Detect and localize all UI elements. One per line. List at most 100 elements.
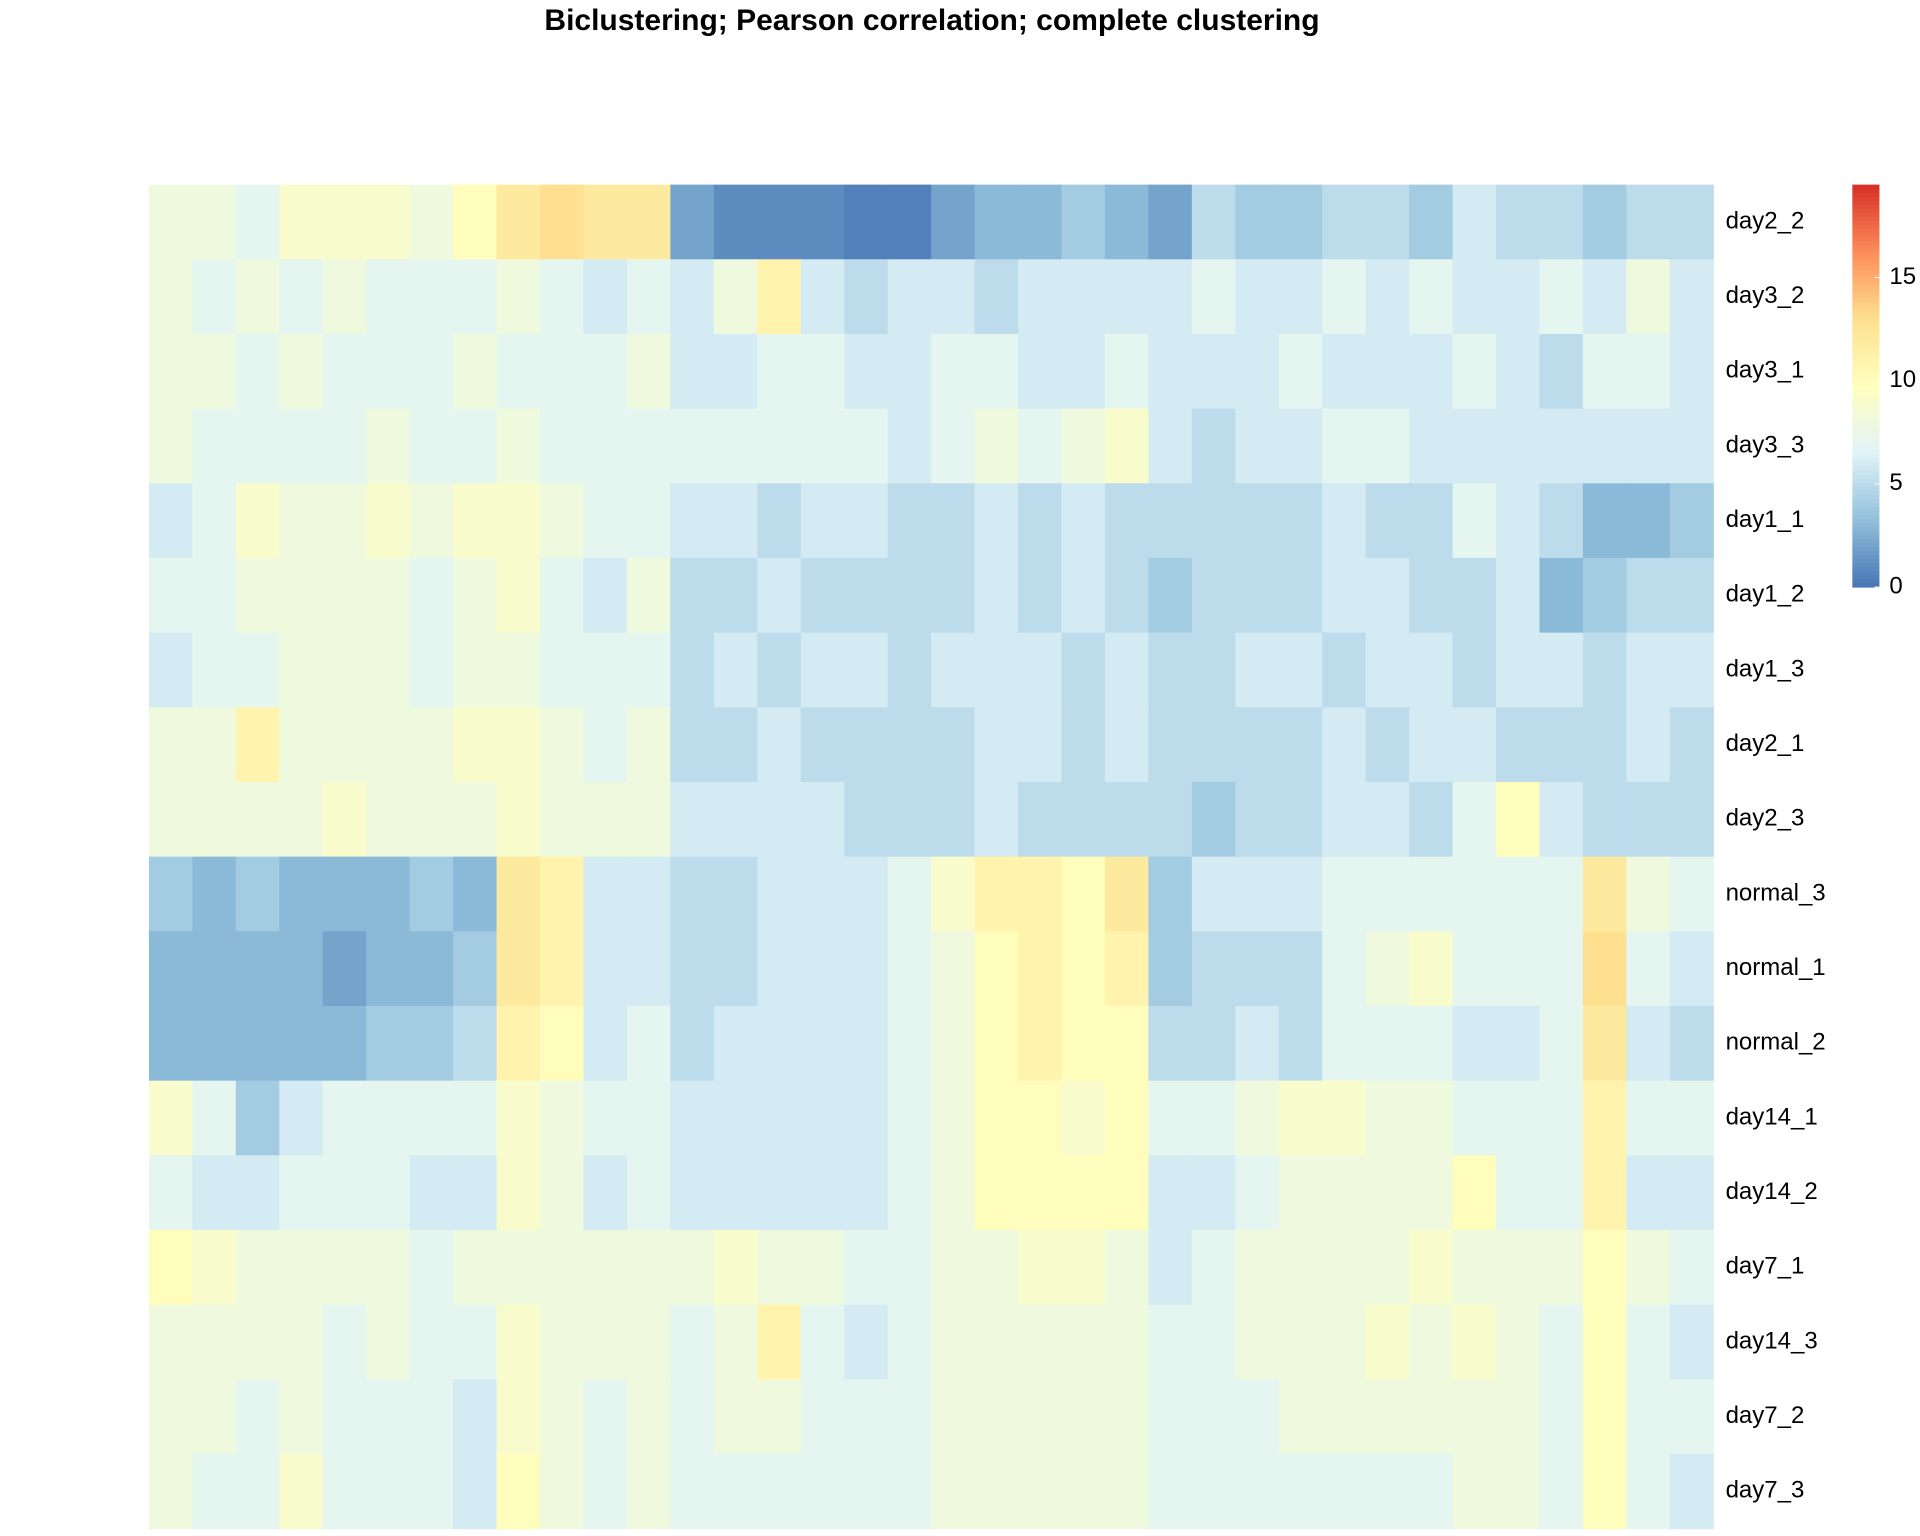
heatmap-cell [974,483,1019,559]
colorbar-segment [1852,188,1880,194]
heatmap-cell [1235,931,1280,1007]
heatmap-cell [1018,259,1063,335]
heatmap-cell [1061,1005,1106,1082]
heatmap-cell [974,931,1019,1007]
heatmap-cell [1669,483,1714,559]
heatmap-cell [713,184,758,260]
heatmap-cell [1148,1379,1193,1455]
heatmap-cell [1322,184,1367,260]
heatmap-cell [1539,259,1584,335]
heatmap-cell [931,333,976,410]
heatmap-cell [322,408,367,484]
colorbar-segment [1852,216,1880,222]
heatmap-cell [1278,557,1323,634]
heatmap-cell [757,931,802,1007]
heatmap-cell [496,1080,541,1156]
colorbar-segment [1852,562,1880,568]
heatmap-cell [540,1155,585,1231]
heatmap-cell [974,408,1019,484]
colorbar-segment [1852,240,1880,246]
heatmap-cell [713,333,758,410]
colorbar-segment [1852,405,1880,411]
colorbar-segment [1852,389,1880,395]
heatmap-cell [1669,632,1714,708]
colorbar-segment [1852,265,1880,270]
colorbar-segment [1852,522,1880,528]
heatmap-cell [366,1453,411,1530]
heatmap-cell [235,1379,280,1455]
colorbar-segment [1852,450,1880,455]
heatmap-cell [931,1005,976,1082]
colorbar-segment [1852,490,1880,496]
heatmap-cell [1278,483,1323,559]
heatmap-cell [583,333,628,410]
heatmap-cell [1104,259,1149,335]
heatmap-cell [1365,781,1410,858]
heatmap-cell [670,856,715,932]
heatmap-cell [453,632,498,708]
heatmap-cell [1626,1155,1671,1231]
heatmap-cell [1365,1005,1410,1082]
heatmap-cell [1626,1453,1671,1530]
heatmap-cell [235,1229,280,1306]
heatmap-cell [496,557,541,634]
heatmap-cell [1539,333,1584,410]
heatmap-cell [844,856,889,932]
heatmap-cell [1278,781,1323,858]
heatmap-cell [757,707,802,783]
heatmap-cell [496,781,541,858]
heatmap-cell [1061,931,1106,1007]
heatmap-cell [409,259,454,335]
heatmap-cell [192,781,237,858]
colorbar-segment [1852,224,1880,230]
heatmap-cell [844,1453,889,1530]
heatmap-cell [931,184,976,260]
heatmap-cell [1365,632,1410,708]
heatmap-cell [713,1229,758,1306]
heatmap-cell [844,1379,889,1455]
heatmap-cell [1322,1080,1367,1156]
heatmap-cell [1061,483,1106,559]
heatmap-cell [1626,781,1671,858]
colorbar-tick-label: 0 [1889,572,1902,599]
heatmap-cell [713,781,758,858]
heatmap-cell [931,1229,976,1306]
colorbar-segment [1852,317,1880,322]
heatmap-cell [322,1229,367,1306]
colorbar-segment [1852,212,1880,218]
colorbar-segment [1852,442,1880,447]
heatmap-cell [453,184,498,260]
heatmap-cell [192,856,237,932]
colorbar-segment [1852,353,1880,359]
heatmap-cell [1669,408,1714,484]
row-label: day2_1 [1726,730,1805,757]
heatmap-cell [1191,333,1236,410]
colorbar-segment [1852,232,1880,238]
heatmap-cell [409,632,454,708]
colorbar-segment [1852,583,1880,588]
heatmap-cell [409,781,454,858]
heatmap-cell [453,1453,498,1530]
heatmap-cell [974,1304,1019,1380]
heatmap-cell [148,1304,193,1380]
heatmap-cell [1496,632,1541,708]
heatmap-cell [1018,1155,1063,1231]
heatmap-cell [1452,259,1497,335]
heatmap-cell [1104,931,1149,1007]
heatmap-cell [235,1304,280,1380]
heatmap-cell [496,408,541,484]
heatmap-cell [1235,632,1280,708]
heatmap-cell [1104,1304,1149,1380]
heatmap-cell [1148,1229,1193,1306]
heatmap-cell [1148,1155,1193,1231]
heatmap-cell [1235,483,1280,559]
heatmap-cell [974,1229,1019,1306]
heatmap-cell [409,333,454,410]
heatmap-cell [1582,408,1627,484]
heatmap-cell [1148,557,1193,634]
heatmap-cell [279,707,324,783]
heatmap-cell [1626,1379,1671,1455]
heatmap-cell [1669,781,1714,858]
heatmap-cell [887,856,932,932]
heatmap-cell [279,333,324,410]
